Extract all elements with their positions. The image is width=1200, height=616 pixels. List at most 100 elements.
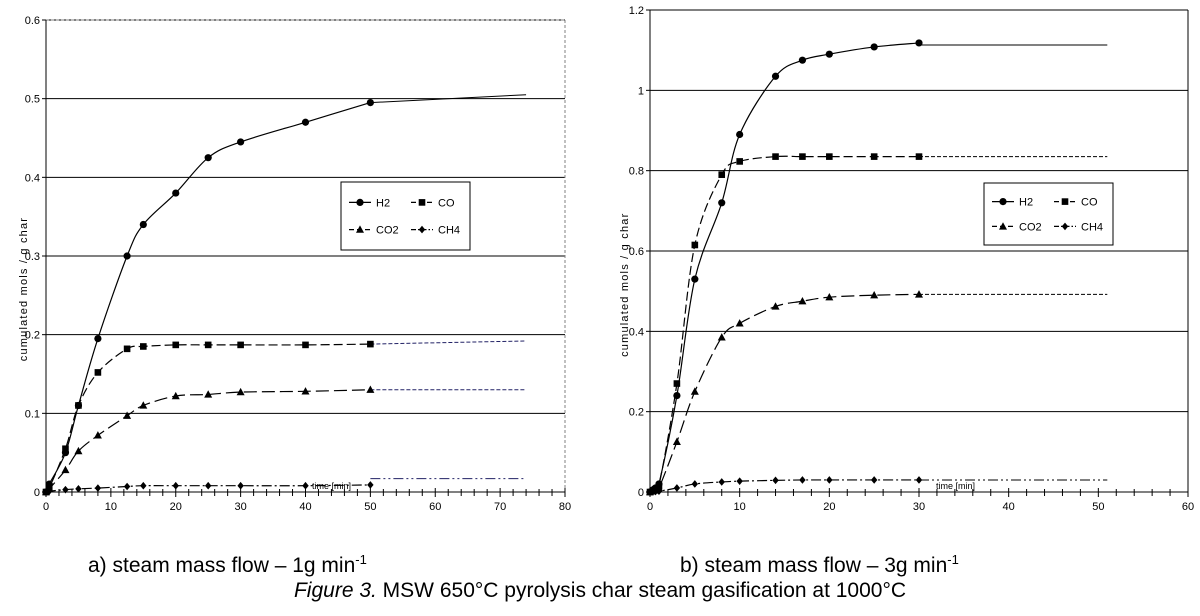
axes: 0 0.2 0.4 0.6 0.8 1 1.2 0 10 20 30 40 50 60 time [min]… [619, 5, 1194, 513]
data-point [366, 99, 374, 107]
y-tick-label: 0 [638, 487, 644, 499]
plot-area [650, 9, 1189, 492]
data-point [302, 341, 309, 349]
data-point [237, 341, 244, 349]
data-point [672, 437, 681, 445]
legend: H2 CO CO2 CH4 [983, 182, 1114, 246]
y-tick-label: 0.5 [25, 94, 40, 106]
y-tick-label: 1 [638, 85, 644, 97]
data-point [915, 153, 923, 160]
legend-entry-co2: CO2 [992, 221, 1042, 233]
data-point [94, 484, 102, 492]
data-point [46, 487, 53, 496]
data-point [204, 341, 212, 349]
data-point [123, 482, 131, 491]
legend-entry-co: CO [411, 197, 455, 209]
y-tick-label: 0.4 [25, 172, 40, 184]
x-tick-label: 60 [1182, 501, 1194, 513]
figure-caption-text: MSW 650°C pyrolysis char steam gasificat… [376, 579, 907, 602]
data-point [718, 199, 726, 207]
legend-label: H2 [376, 197, 390, 209]
legend: H2 CO CO2 CH4 [340, 181, 471, 251]
data-point [799, 153, 806, 160]
legend-label: CO [1081, 197, 1098, 209]
data-point [717, 333, 726, 341]
x-tick-label: 0 [647, 501, 653, 513]
x-tick-label: 20 [170, 501, 182, 513]
data-point [237, 138, 245, 146]
data-point [366, 385, 375, 393]
data-point [870, 290, 879, 299]
data-point [735, 319, 744, 327]
panel-a-caption-sup: -1 [355, 552, 367, 567]
x-tick-label: 30 [235, 501, 247, 513]
data-point [93, 431, 102, 439]
data-point [204, 390, 213, 398]
y-tick-label: 0.6 [629, 246, 644, 258]
data-point [171, 391, 180, 400]
data-point [691, 275, 699, 283]
panel-a-caption: a) steam mass flow – 1g min-1 [88, 552, 367, 578]
data-point [236, 387, 245, 396]
data-point [826, 153, 833, 160]
data-point [94, 335, 102, 343]
figure-caption: Figure 3. MSW 650°C pyrolysis char steam… [0, 579, 1200, 603]
y-tick-label: 0.6 [25, 15, 40, 27]
legend-swatch-marker [418, 225, 426, 234]
legend-label: CO2 [1019, 221, 1042, 233]
data-point [367, 481, 374, 489]
data-point [825, 50, 833, 58]
data-point [301, 387, 310, 395]
x-tick-label: 40 [1003, 501, 1015, 513]
data-point [915, 476, 923, 484]
series [42, 94, 527, 496]
x-tick-label: 10 [105, 501, 117, 513]
series-extension-line [370, 340, 527, 345]
x-axis-title: time [min] [936, 481, 975, 491]
legend-entry-h2: H2 [349, 197, 390, 209]
x-tick-label: 30 [913, 501, 925, 513]
data-point [75, 402, 82, 409]
legend-entry-ch4: CH4 [411, 225, 460, 237]
x-tick-label: 10 [734, 501, 746, 513]
legend-box [983, 182, 1114, 246]
data-point [798, 297, 807, 305]
data-point [237, 481, 244, 490]
data-point [870, 43, 878, 51]
x-tick-label: 0 [43, 501, 49, 513]
chart-a: 0 0.1 0.2 0.3 0.4 0.5 0.6 0 10 20 30 40 50 60 70 80 time… [18, 15, 571, 513]
data-point [140, 343, 147, 350]
data-point [691, 241, 699, 249]
data-point [652, 487, 659, 496]
series-extension-line [370, 94, 527, 104]
legend-swatch-marker [999, 222, 1007, 230]
data-point [655, 487, 663, 495]
data-point [204, 154, 212, 162]
data-point [139, 401, 148, 409]
legend-label: CH4 [1081, 221, 1103, 233]
panel-a-caption-text: a) steam mass flow – 1g min [88, 554, 356, 577]
data-point [61, 465, 70, 474]
data-point [870, 153, 878, 160]
data-point [75, 485, 82, 493]
y-tick-label: 1.2 [629, 5, 644, 17]
legend-swatch-marker [999, 198, 1007, 206]
legend-entry-co: CO [1054, 197, 1098, 209]
chart-b: 0 0.2 0.4 0.6 0.8 1 1.2 0 10 20 30 40 50 60 time [min]… [619, 5, 1194, 513]
figure-caption-label: Figure 3. [293, 579, 377, 602]
data-point [172, 481, 179, 490]
data-point [772, 153, 779, 160]
data-point [172, 341, 180, 349]
data-point [772, 476, 779, 485]
data-point [139, 220, 147, 229]
legend-swatch-marker [356, 198, 364, 206]
data-point [140, 481, 147, 490]
data-point [736, 158, 743, 165]
legend-swatch-marker [1061, 198, 1069, 205]
data-point [718, 171, 726, 178]
data-point [204, 481, 212, 490]
data-point [172, 189, 180, 197]
x-tick-label: 50 [364, 501, 376, 513]
data-point [673, 380, 681, 387]
y-tick-label: 0.3 [25, 251, 40, 263]
